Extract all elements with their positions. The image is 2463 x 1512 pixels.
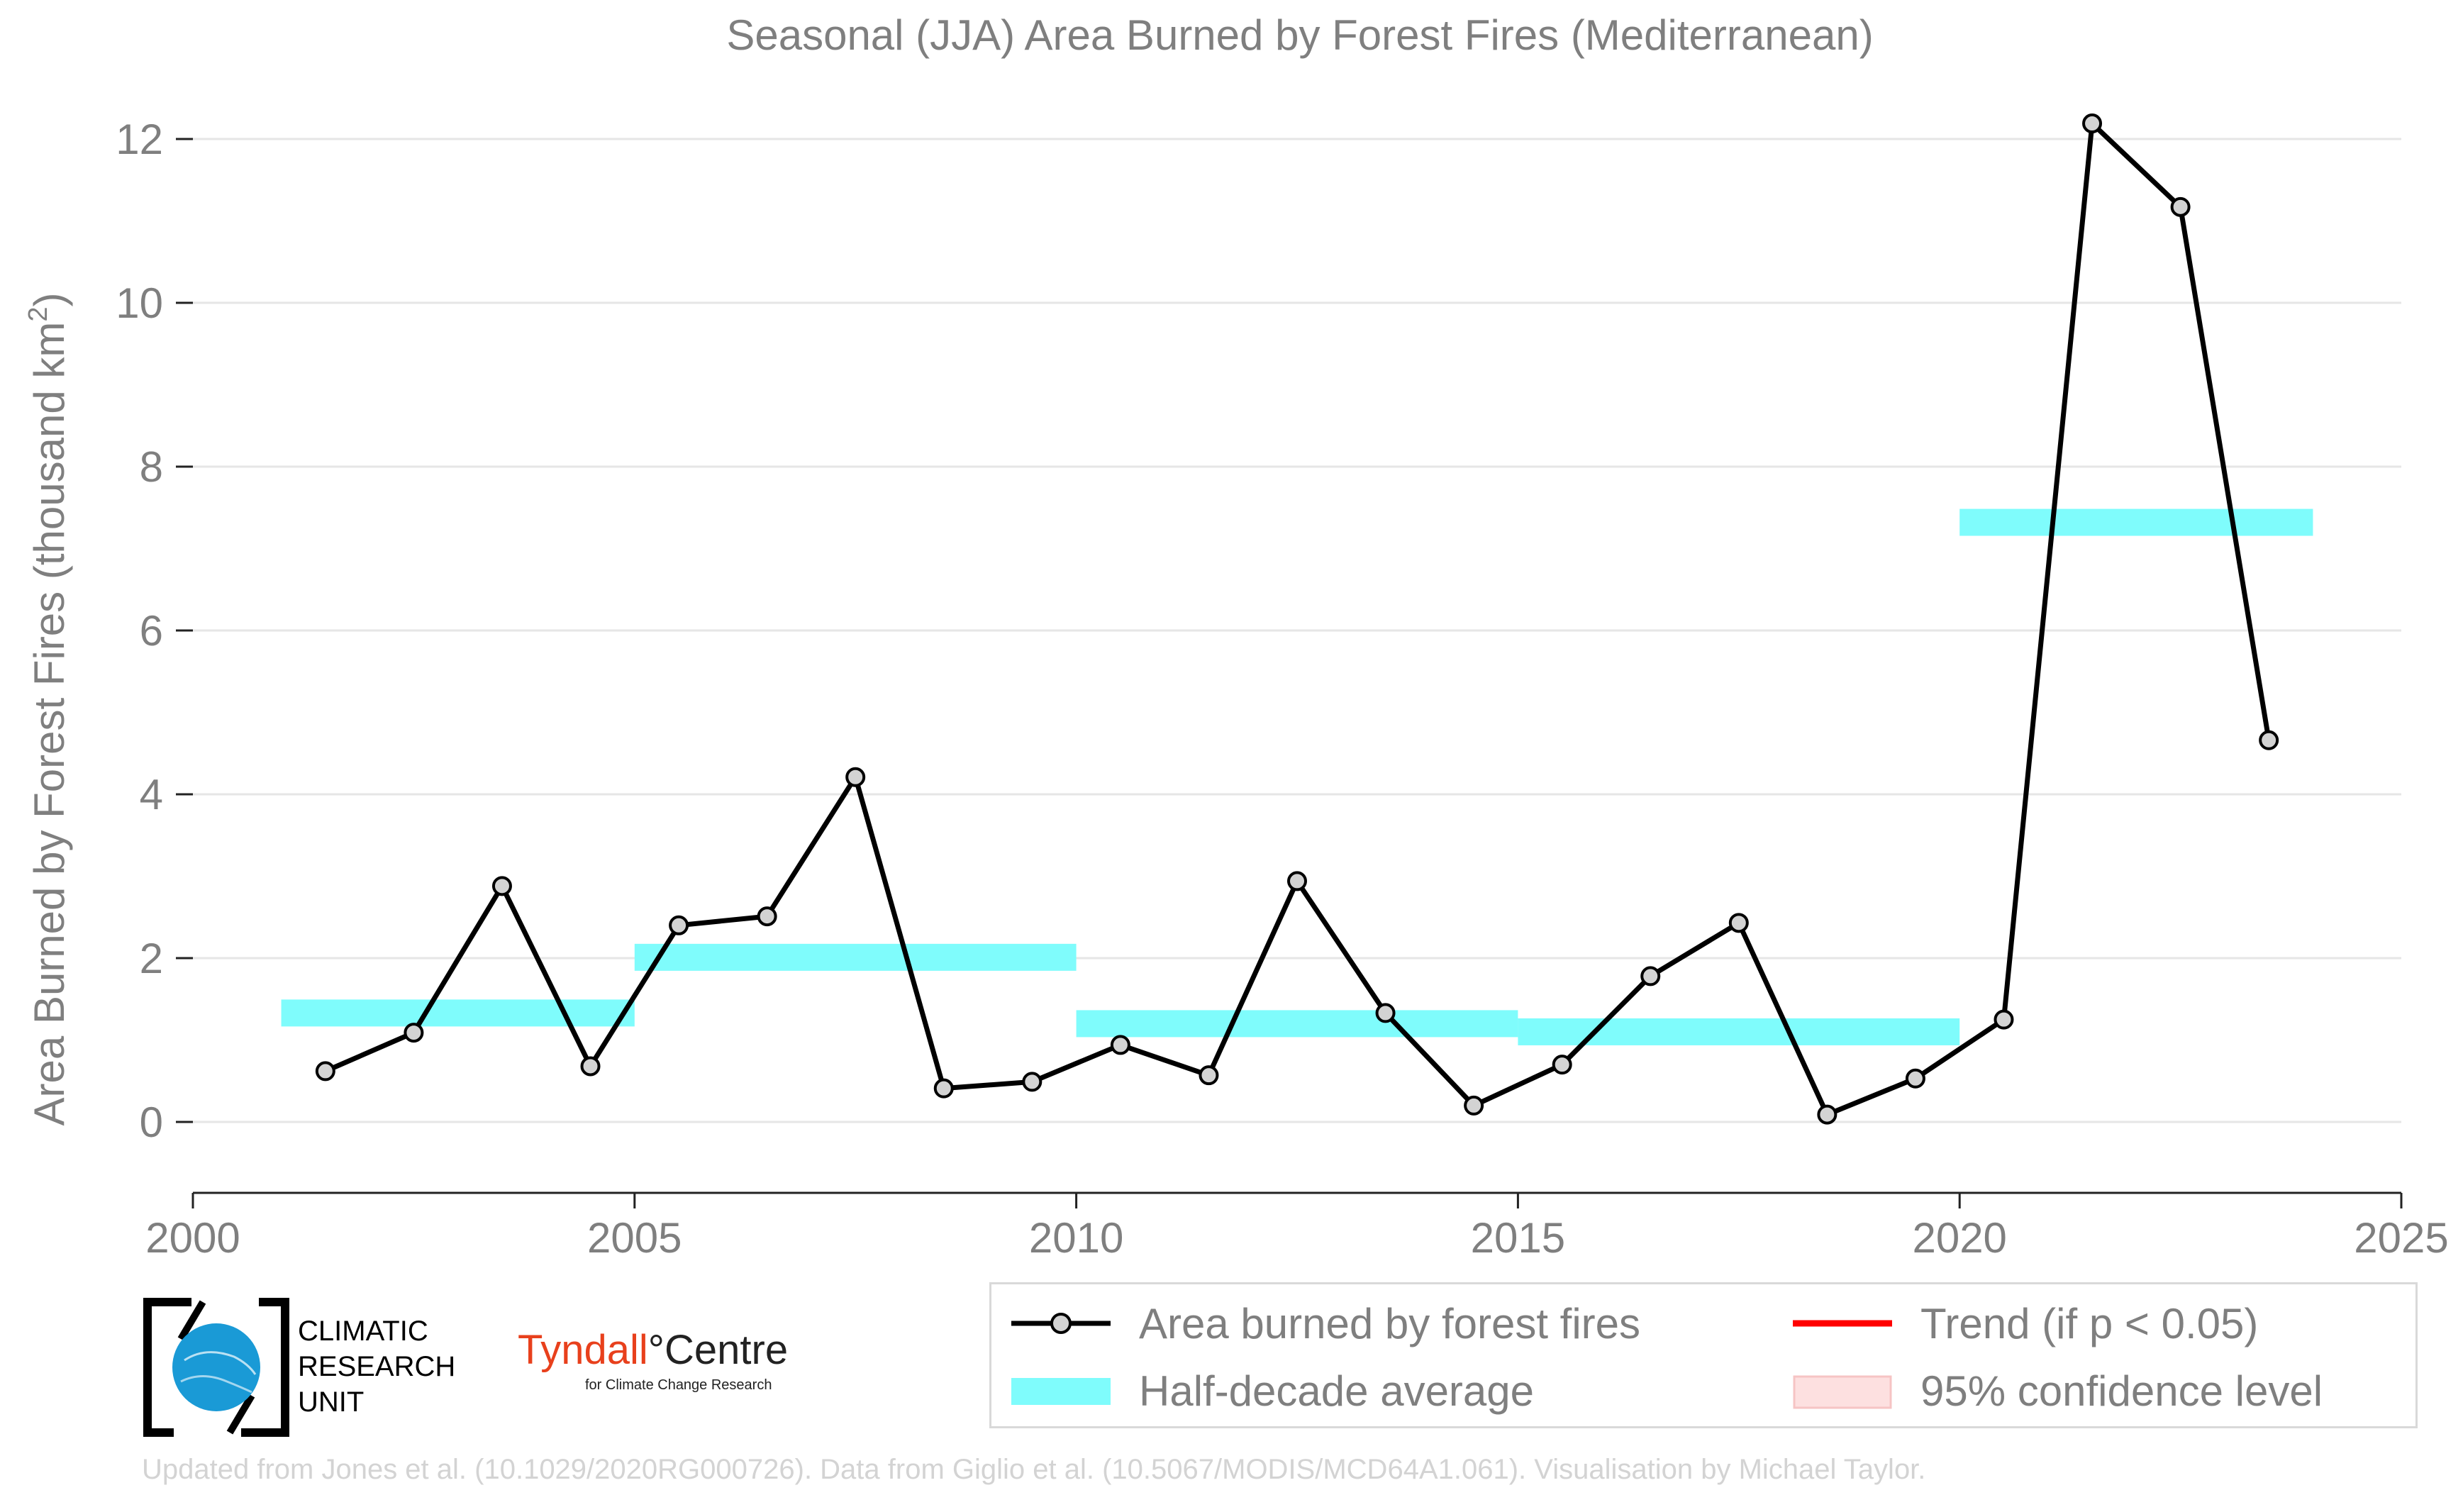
legend-item-confidence: 95% confidence level [1793,1359,2323,1423]
data-point [2259,730,2279,750]
data-point [1552,1055,1572,1075]
data-point [2082,113,2103,134]
data-point [315,1061,335,1082]
x-tick-label: 2010 [1029,1214,1123,1262]
data-point [1375,1003,1396,1023]
cru-logo [142,1296,291,1438]
legend-line-marker-icon [1011,1302,1111,1345]
x-tick-label: 2020 [1912,1214,2006,1262]
data-point [1110,1035,1130,1055]
legend-red-line-icon [1793,1302,1892,1345]
x-tick-label: 2000 [145,1214,240,1262]
data-point [1640,966,1661,986]
half-decade-bar-1 [634,943,1077,971]
cru-name: CLIMATIC RESEARCH UNIT [298,1316,456,1418]
footer-attribution: Updated from Jones et al. (10.1029/2020R… [142,1454,1926,1485]
y-tick-label: 0 [140,1099,163,1146]
tyndall-logo: Tyndall°Centre for Climate Change Resear… [518,1327,789,1393]
tyndall-subtitle: for Climate Change Research [585,1377,772,1393]
data-point [1464,1095,1484,1116]
data-point [1994,1009,2014,1030]
series-area-burned [315,113,2279,1125]
half-decade-bar-2 [1076,1010,1518,1038]
y-tick-label: 4 [140,771,163,818]
x-tick-label: 2015 [1471,1214,1565,1262]
data-point [580,1056,601,1077]
legend-item-area-burned: Area burned by forest fires [1011,1291,1640,1355]
series-line [324,121,2272,1118]
data-point [1199,1065,1219,1086]
y-tick-label: 2 [140,935,163,982]
x-tick-label: 2005 [587,1214,682,1262]
data-point [933,1078,954,1099]
legend-item-half-decade: Half-decade average [1011,1359,1534,1423]
data-point [1287,871,1307,891]
y-tick-label: 8 [140,443,163,491]
data-point [1022,1072,1043,1092]
y-axis-label: Area Burned by Forest Fires (thousand km… [23,293,73,1126]
data-point [669,915,689,935]
half-decade-bar-0 [281,999,635,1027]
half-decade-averages [281,508,2313,1045]
gridlines [193,138,2401,1123]
data-point [1817,1104,1837,1125]
y-tick-label: 10 [116,279,163,327]
legend-pink-band-icon [1793,1369,1892,1412]
half-decade-bar-4 [1959,508,2313,536]
axes: 0 2 4 6 8 10 12 2000 2005 2010 2015 2020 2025 [116,116,2448,1262]
data-point [1728,913,1749,933]
data-point [404,1023,424,1043]
data-point [2170,196,2191,217]
legend: Area burned by forest fires Trend (if p … [989,1282,2418,1428]
data-point [1905,1068,1925,1089]
data-point [491,876,512,896]
legend-cyan-band-icon [1011,1369,1111,1412]
legend-item-trend: Trend (if p < 0.05) [1793,1291,2258,1355]
cru-globe-icon [143,1298,289,1437]
x-tick-label: 2025 [2354,1214,2448,1262]
y-tick-label: 6 [140,607,163,655]
data-point [757,906,777,927]
y-tick-label: 12 [116,116,163,163]
chart-title: Seasonal (JJA) Area Burned by Forest Fir… [726,11,1873,59]
data-point [845,767,866,787]
